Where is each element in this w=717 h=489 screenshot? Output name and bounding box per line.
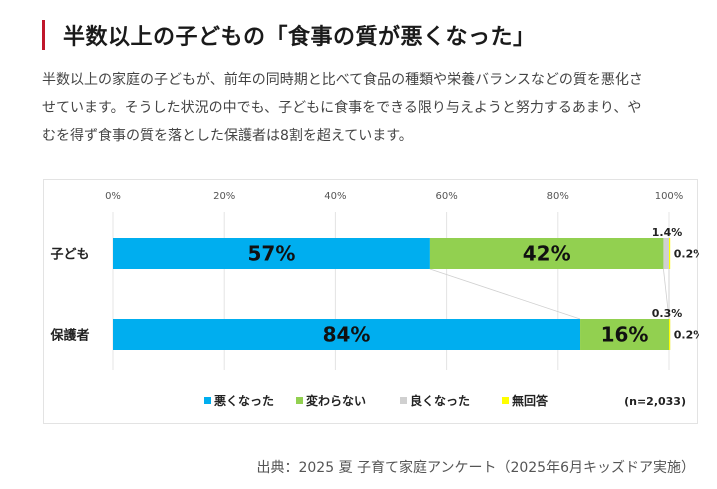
data-label: 0.2% [674, 248, 699, 261]
data-label: 0.3% [652, 307, 683, 320]
data-label: 57% [248, 242, 296, 266]
data-label: 16% [601, 323, 649, 347]
legend-swatch [296, 397, 303, 404]
bar-segment-1 [113, 238, 430, 269]
sample-size-annotation: (n=2,033) [624, 395, 686, 408]
data-label: 0.2% [674, 329, 699, 342]
legend-swatch [502, 397, 509, 404]
x-tick-label: 80% [547, 191, 569, 202]
x-tick-label: 60% [435, 191, 457, 202]
bar-segment-4 [669, 319, 671, 350]
description-line: せています。そうした状況の中でも、子どもに食事をできる限り与えようと努力するあま… [42, 100, 642, 116]
data-label: 84% [323, 323, 371, 347]
bar-segment-2 [580, 319, 669, 350]
data-label: 42% [523, 242, 571, 266]
legend-label: 悪くなった [214, 394, 274, 408]
description-line: 半数以上の家庭の子どもが、前年の同時期と比べて食品の種類や栄養バランスなどの質を… [42, 72, 643, 88]
page-header: 半数以上の子どもの「食事の質が悪くなった」 [42, 20, 536, 50]
category-label: 子ども [50, 248, 89, 263]
bar-segment-2 [429, 238, 664, 269]
title-accent-bar [42, 20, 45, 50]
bar-segment-1 [113, 319, 581, 350]
legend-label: 良くなった [410, 393, 470, 408]
bar-segment-3 [663, 238, 669, 269]
x-tick-label: 20% [213, 191, 235, 202]
source-citation: 出典：2025 夏 子育て家庭アンケート（2025年6月キッズドア実施） [256, 460, 695, 476]
data-label: 1.4% [652, 226, 683, 239]
x-tick-label: 100% [655, 191, 684, 202]
description: 半数以上の家庭の子どもが、前年の同時期と比べて食品の種類や栄養バランスなどの質を… [42, 66, 692, 150]
legend-swatch [400, 397, 407, 404]
category-label: 保護者 [49, 328, 89, 344]
x-tick-label: 40% [324, 191, 346, 202]
description-line: むを得ず食事の質を落とした保護者は8割を超えています。 [42, 128, 413, 144]
series-connector-line [429, 268, 581, 320]
legend-label: 無回答 [512, 393, 549, 408]
page-title: 半数以上の子どもの「食事の質が悪くなった」 [63, 25, 536, 50]
series-connector-line [663, 268, 670, 320]
legend-swatch [204, 397, 211, 404]
legend-label: 変わらない [306, 393, 366, 408]
bar-segment-4 [669, 238, 671, 269]
x-tick-label: 0% [105, 191, 121, 202]
